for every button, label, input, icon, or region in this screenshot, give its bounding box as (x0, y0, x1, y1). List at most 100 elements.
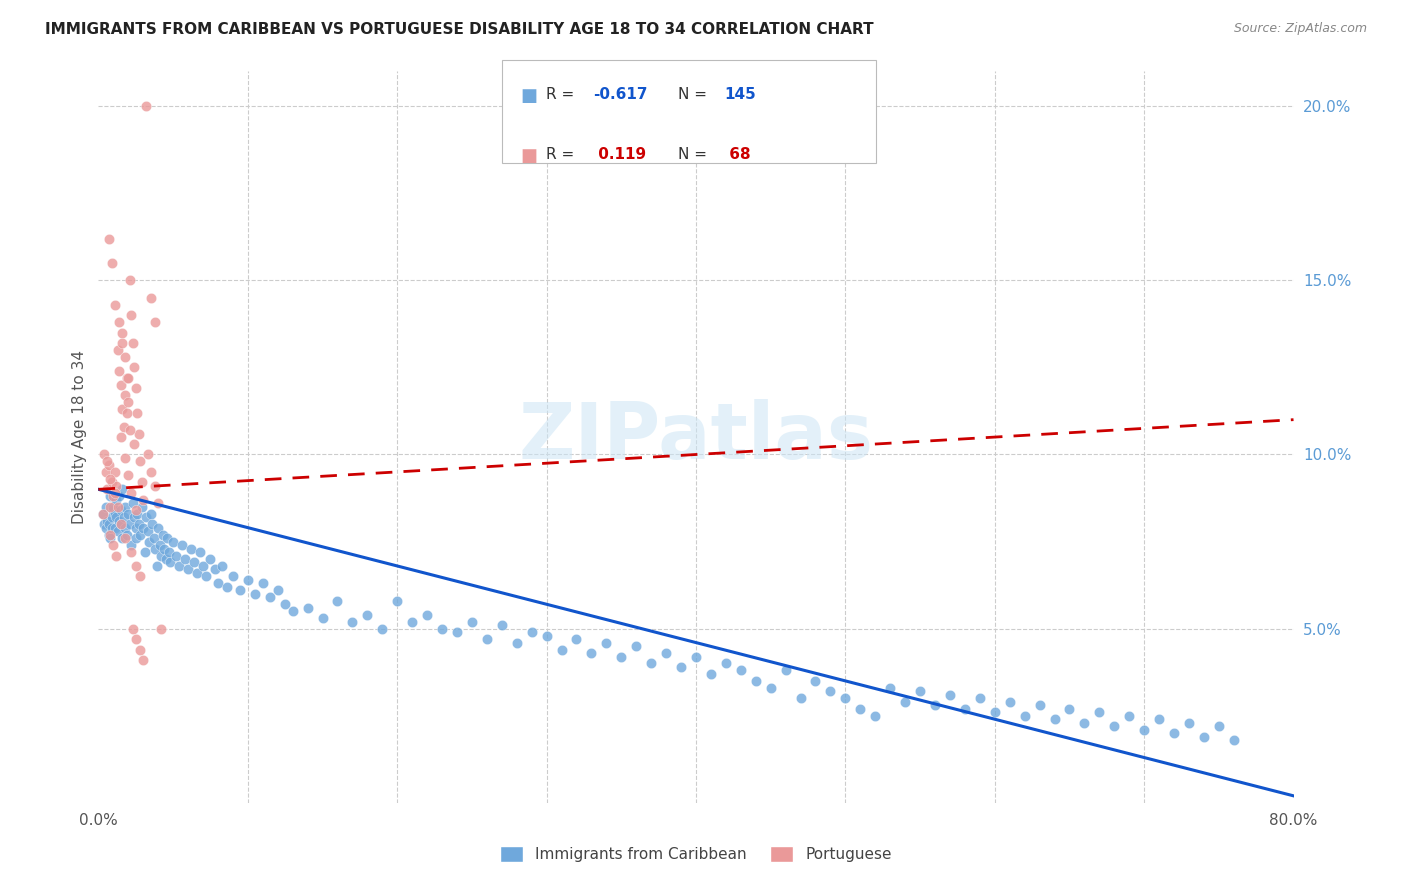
Point (894, 695, 917, 709)
Point (371, 622, 394, 636)
Text: -0.617: -0.617 (593, 87, 648, 103)
Point (118, 273, 141, 287)
Point (229, 583, 252, 598)
Point (1192, 730, 1215, 744)
Point (98, 489, 122, 503)
Point (125, 531, 148, 545)
Point (118, 517, 141, 532)
Point (103, 489, 125, 503)
Point (159, 556, 181, 570)
Point (789, 691, 811, 706)
Point (112, 510, 135, 524)
Point (834, 691, 856, 706)
Text: 145: 145 (724, 87, 756, 103)
Point (1014, 708, 1036, 723)
Point (118, 423, 141, 437)
Point (236, 573, 259, 587)
Point (259, 591, 281, 605)
Text: ■: ■ (520, 87, 537, 105)
Text: R =: R = (546, 87, 579, 103)
Point (200, 552, 222, 566)
Point (108, 315, 131, 329)
Point (475, 632, 498, 646)
Point (110, 503, 132, 517)
Point (908, 684, 931, 698)
Point (685, 649, 707, 664)
Point (155, 552, 177, 566)
Point (134, 545, 156, 559)
Point (655, 646, 678, 660)
Point (120, 545, 142, 559)
Point (148, 521, 170, 535)
Point (775, 664, 797, 678)
Point (135, 510, 157, 524)
Point (138, 534, 160, 549)
Point (121, 496, 143, 510)
Point (150, 549, 173, 563)
Point (1223, 733, 1246, 747)
Point (1088, 705, 1111, 719)
Point (1043, 712, 1066, 726)
Point (129, 454, 152, 468)
Point (342, 615, 364, 629)
Point (191, 558, 214, 573)
Point (281, 604, 304, 618)
Point (98, 531, 122, 545)
Point (125, 381, 148, 395)
Point (148, 496, 170, 510)
Point (186, 566, 208, 580)
Point (984, 705, 1007, 719)
Point (101, 510, 124, 524)
Point (103, 538, 125, 552)
Text: R =: R = (546, 147, 579, 162)
Point (105, 510, 128, 524)
Point (1147, 712, 1170, 726)
Point (132, 521, 155, 535)
Point (461, 615, 484, 629)
Point (139, 291, 162, 305)
Point (969, 691, 991, 706)
Point (145, 558, 167, 573)
Point (143, 315, 166, 329)
Point (98, 527, 122, 541)
Point (506, 635, 529, 649)
Point (385, 594, 409, 608)
Point (110, 517, 132, 532)
Point (121, 336, 143, 351)
Point (1178, 715, 1201, 730)
Point (215, 580, 238, 594)
Point (108, 364, 131, 378)
Point (111, 483, 134, 497)
Point (1059, 702, 1081, 716)
Point (172, 538, 194, 552)
Point (97, 517, 120, 532)
Point (759, 681, 782, 695)
Point (714, 657, 737, 671)
Point (114, 350, 136, 364)
Point (117, 507, 139, 521)
Point (94, 500, 117, 514)
Point (745, 673, 768, 688)
Point (131, 475, 153, 490)
Point (110, 377, 132, 392)
Point (1028, 698, 1050, 713)
Text: N =: N = (678, 87, 711, 103)
Point (1163, 726, 1185, 740)
Point (139, 465, 162, 479)
Point (446, 625, 468, 640)
Point (124, 510, 146, 524)
Point (640, 657, 662, 671)
Point (117, 468, 139, 483)
Point (550, 642, 572, 657)
Point (401, 615, 423, 629)
Point (626, 639, 648, 653)
Point (139, 507, 162, 521)
Point (105, 549, 128, 563)
Point (114, 500, 136, 514)
Point (1208, 719, 1230, 733)
Point (156, 531, 179, 545)
Point (142, 531, 165, 545)
Point (104, 298, 127, 312)
Point (430, 622, 453, 636)
Point (183, 556, 205, 570)
